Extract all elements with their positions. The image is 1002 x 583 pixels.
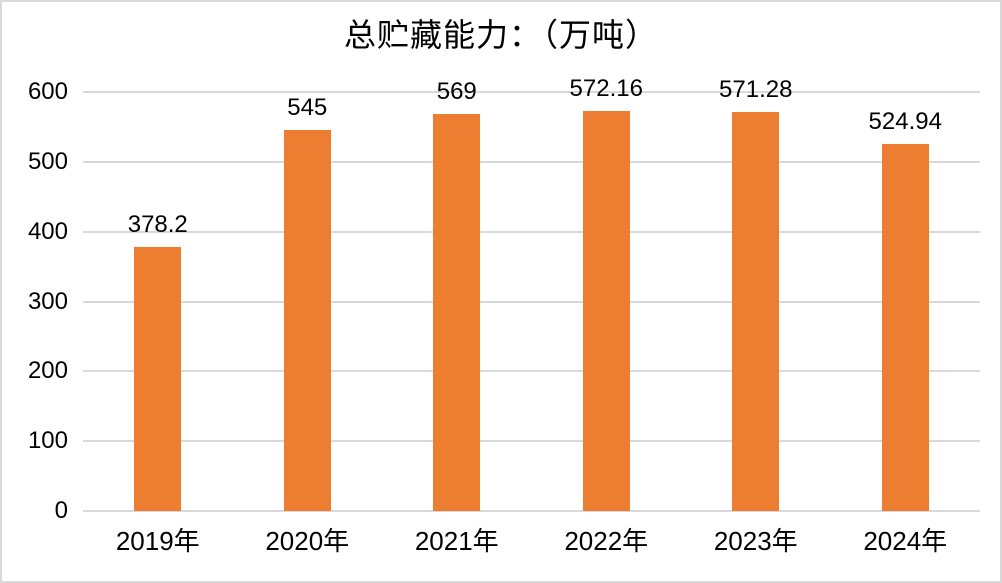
- bar-data-label: 378.2: [127, 210, 188, 238]
- y-axis-tick-label: 600: [27, 78, 68, 105]
- gridline: [83, 370, 980, 373]
- gridline: [83, 440, 980, 443]
- x-axis-category-label: 2022年: [564, 526, 649, 556]
- bar-data-label: 569: [436, 77, 477, 105]
- x-axis-category-label: 2021年: [414, 526, 499, 556]
- gridline: [83, 91, 980, 93]
- bar-2020年: [283, 130, 331, 511]
- x-axis-line: [83, 510, 980, 512]
- bar-2019年: [134, 246, 182, 511]
- x-axis-category-label: 2024年: [863, 526, 948, 556]
- bar-data-label: 545: [287, 94, 328, 122]
- y-axis-tick-label: 400: [27, 217, 68, 245]
- gridline: [83, 300, 980, 303]
- y-axis-tick-label: 300: [27, 287, 68, 315]
- bar-data-label: 571.28: [719, 76, 793, 104]
- gridline: [83, 160, 980, 163]
- bar-2023年: [732, 112, 780, 511]
- chart-title: 总贮藏能力：（万吨）: [343, 17, 658, 53]
- x-axis-category-label: 2020年: [265, 526, 350, 556]
- bar-data-label: 524.94: [868, 108, 942, 136]
- y-axis-tick-label: 500: [27, 147, 68, 175]
- gridline: [83, 230, 980, 233]
- y-axis-tick-label: 0: [54, 497, 68, 524]
- bar-2022年: [582, 111, 630, 511]
- bar-2024年: [881, 144, 929, 511]
- x-axis-category-label: 2019年: [115, 526, 200, 556]
- plot-area: 378.2 545 569 572.16 571.28 524.94: [83, 77, 980, 512]
- bar-2021年: [433, 113, 481, 511]
- y-axis-tick-label: 100: [27, 427, 68, 455]
- x-axis-category-label: 2023年: [713, 526, 798, 556]
- y-axis-tick-label: 200: [27, 357, 68, 385]
- bar-data-label: 572.16: [569, 75, 643, 103]
